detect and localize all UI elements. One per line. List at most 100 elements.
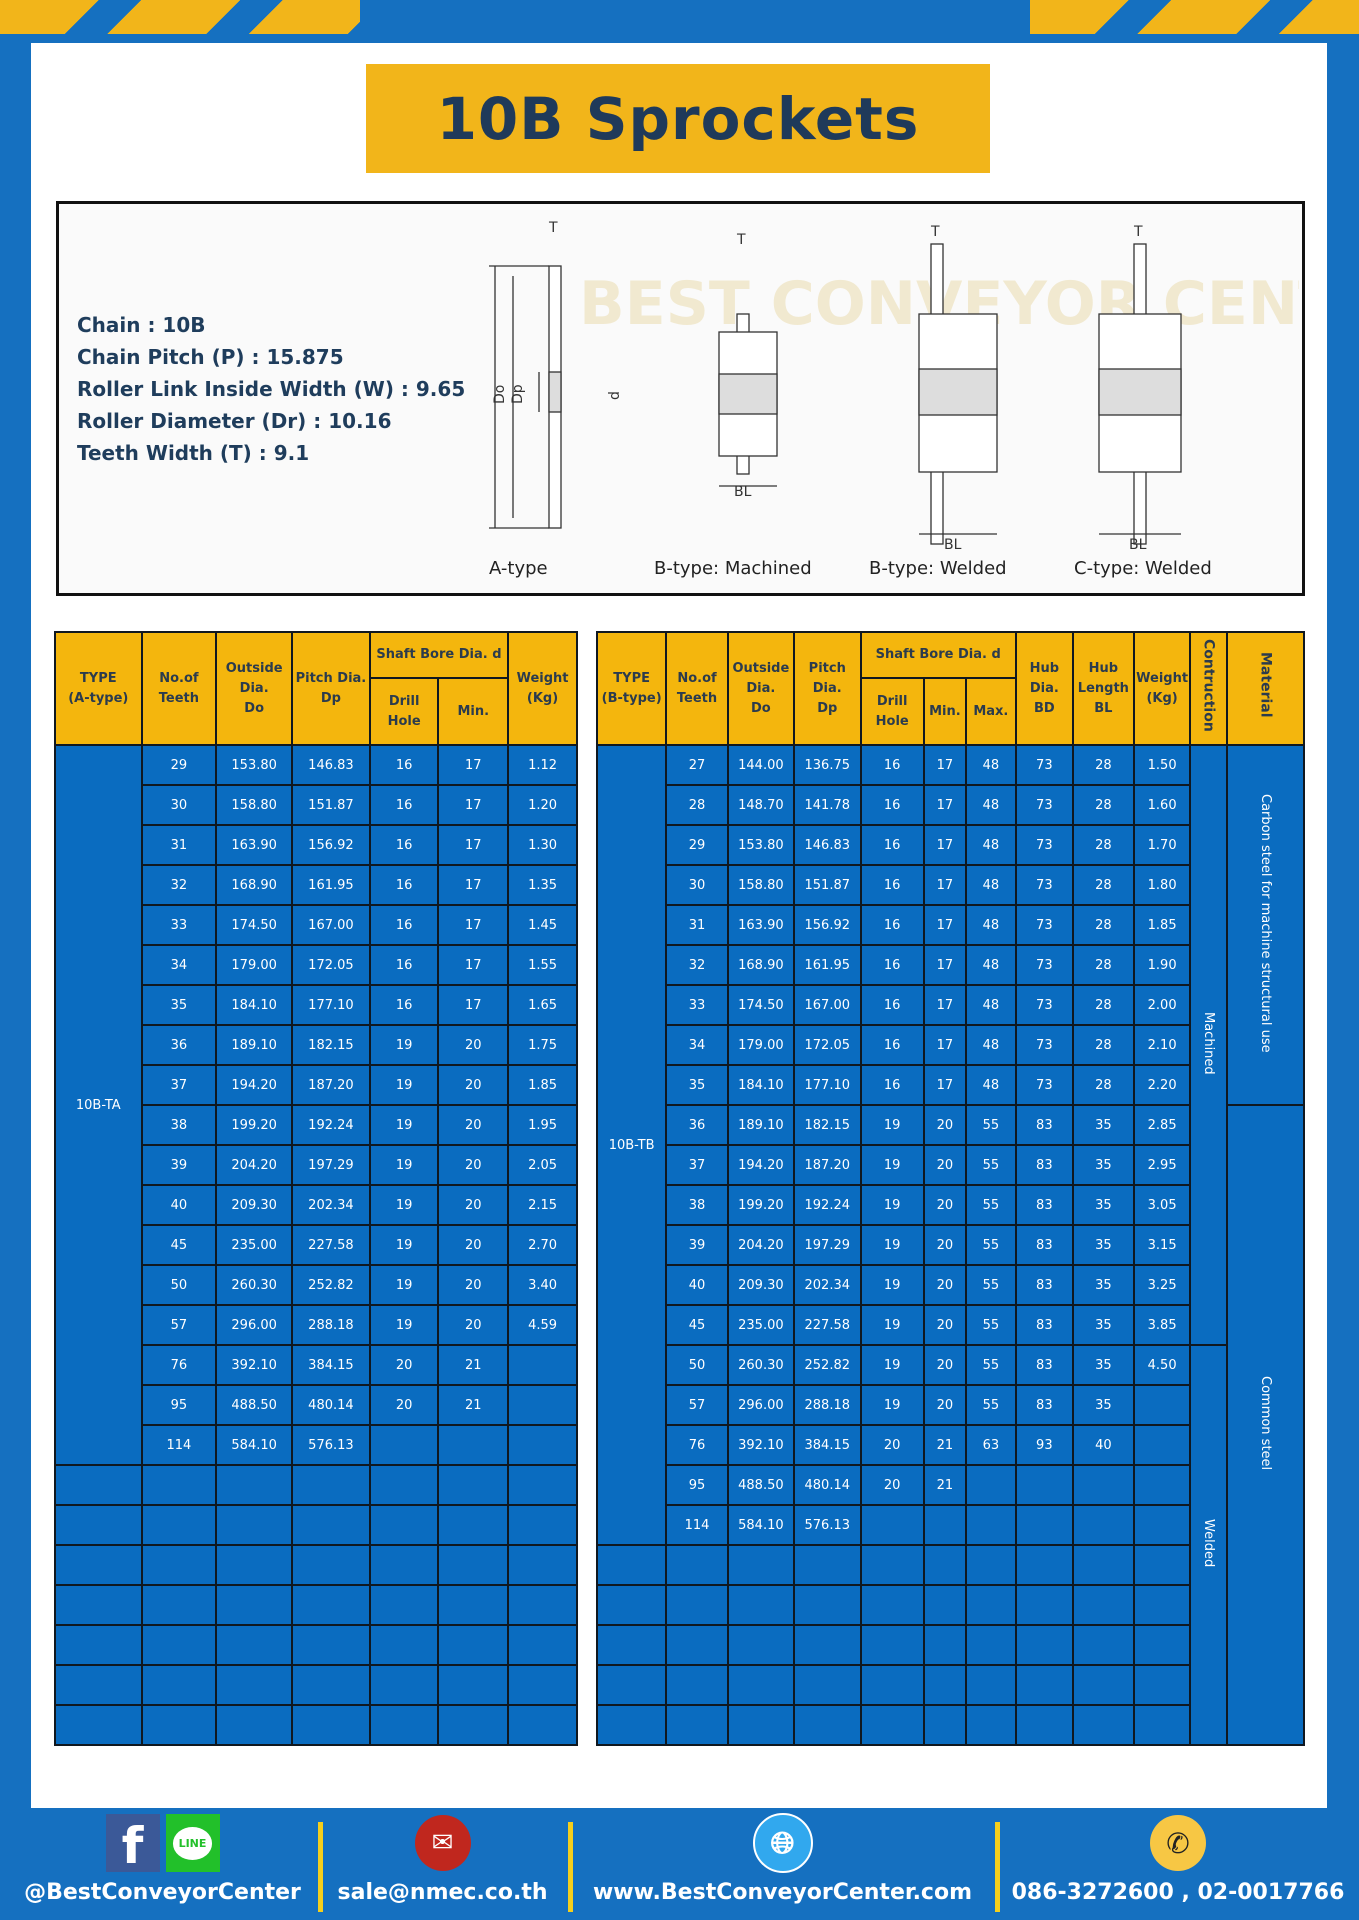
table-row: 57 296.00 288.18 19 20 55 83 35 (597, 1384, 1304, 1426)
line-icon[interactable]: LINE (165, 1814, 220, 1872)
min-bore-cell: 20 (922, 1224, 967, 1266)
email-address[interactable]: sale@nmec.co.th (337, 1880, 548, 1905)
max-bore-cell: 55 (964, 1224, 1017, 1266)
table-row (595, 1584, 1304, 1626)
hub-length-cell (1071, 1624, 1135, 1666)
drill-hole-cell: 16 (859, 984, 925, 1026)
header-line: Dp (320, 690, 341, 706)
type-cell (54, 1704, 143, 1746)
outside-dia-cell (215, 1464, 294, 1506)
table-row (54, 1664, 578, 1706)
min-bore-cell: 20 (437, 1064, 510, 1106)
outside-dia-cell: 194.20 (726, 1144, 796, 1186)
min-bore-cell (922, 1624, 967, 1666)
weight-cell (1132, 1584, 1192, 1626)
hub-length-cell (1071, 1544, 1135, 1586)
drill-hole-cell: 16 (368, 824, 440, 866)
pitch-dia-cell: 252.82 (291, 1264, 371, 1306)
a-type-drawing: T (489, 220, 562, 529)
weight-cell: 1.80 (1132, 864, 1192, 906)
phone-icon[interactable]: ✆ (1150, 1815, 1206, 1871)
pitch-dia-cell (291, 1584, 371, 1626)
drill-hole-cell (368, 1664, 440, 1706)
teeth-cell: 32 (140, 864, 218, 906)
hub-dia-cell: 83 (1014, 1224, 1074, 1266)
header-hub-length: Hub Length BL (1071, 631, 1135, 746)
facebook-icon[interactable]: f (105, 1814, 160, 1875)
phone-numbers[interactable]: 086-3272600 , 02-0017766 (1011, 1880, 1345, 1905)
weight-cell: 2.70 (507, 1224, 578, 1266)
table-row: 39 204.20 197.29 19 20 55 83 35 3.15 (597, 1224, 1304, 1266)
teeth-cell (140, 1624, 218, 1666)
header-line: Dia. (239, 680, 269, 696)
pitch-dia-cell (291, 1504, 371, 1546)
hub-dia-cell (1014, 1704, 1074, 1746)
website-url[interactable]: www.BestConveyorCenter.com (592, 1880, 973, 1905)
pitch-dia-cell: 227.58 (793, 1304, 862, 1346)
teeth-cell: 30 (140, 784, 218, 826)
min-bore-cell: 17 (922, 1064, 967, 1106)
header-line: Min. (457, 703, 490, 719)
weight-cell (507, 1384, 578, 1426)
table-row: 37 194.20 187.20 19 20 1.85 (55, 1064, 578, 1106)
social-handle[interactable]: @BestConveyorCenter (24, 1880, 301, 1905)
table-row: 34 179.00 172.05 16 17 1.55 (55, 944, 578, 986)
hub-length-cell: 35 (1071, 1344, 1135, 1386)
drill-hole-cell: 20 (368, 1384, 440, 1426)
pitch-dia-cell: 202.34 (291, 1184, 371, 1226)
outside-dia-cell: 153.80 (726, 824, 796, 866)
table-row: 39 204.20 197.29 19 20 2.05 (55, 1144, 578, 1186)
teeth-cell (665, 1584, 729, 1626)
teeth-cell (140, 1664, 218, 1706)
outside-dia-cell: 235.00 (215, 1224, 294, 1266)
teeth-cell: 39 (140, 1144, 218, 1186)
table-row: 114 584.10 576.13 (597, 1504, 1304, 1546)
header-line: Weight (1136, 670, 1189, 686)
min-bore-cell: 20 (437, 1144, 510, 1186)
min-bore-cell: 20 (437, 1264, 510, 1306)
weight-cell (507, 1584, 578, 1626)
drill-hole-cell (368, 1504, 440, 1546)
header-shaft-bore: Shaft Bore Dia. d (368, 631, 510, 679)
drill-hole-cell: 19 (368, 1104, 440, 1146)
globe-icon[interactable]: 🌐︎ (752, 1813, 813, 1873)
footer-website[interactable]: 🌐︎ www.BestConveyorCenter.com (580, 1812, 985, 1905)
hub-dia-cell: 83 (1014, 1304, 1074, 1346)
min-bore-cell (437, 1544, 510, 1586)
hub-dia-cell: 73 (1014, 1024, 1074, 1066)
teeth-cell: 50 (140, 1264, 218, 1306)
min-bore-cell: 20 (922, 1344, 967, 1386)
header-line: BD (1033, 700, 1055, 716)
table-row (54, 1544, 578, 1586)
header-line: Pitch Dia. (808, 660, 846, 696)
footer-social[interactable]: f LINE @BestConveyorCenter (20, 1812, 305, 1905)
pitch-dia-cell: 146.83 (793, 824, 862, 866)
footer-email[interactable]: ✉ sale@nmec.co.th (330, 1812, 555, 1905)
outside-dia-cell: 260.30 (215, 1264, 294, 1306)
top-stripes-right (1030, 0, 1359, 34)
min-bore-cell (922, 1584, 967, 1626)
pitch-dia-cell (793, 1544, 862, 1586)
table-row: 36 189.10 182.15 19 20 1.75 (55, 1024, 578, 1066)
hub-dia-cell: 83 (1014, 1144, 1074, 1186)
weight-cell: 2.20 (1132, 1064, 1192, 1106)
drill-hole-cell: 16 (859, 784, 925, 826)
hub-length-cell (1071, 1664, 1135, 1706)
outside-dia-cell (215, 1704, 294, 1746)
hub-dia-cell: 83 (1014, 1264, 1074, 1306)
drill-hole-cell: 19 (859, 1384, 925, 1426)
email-icon[interactable]: ✉ (414, 1815, 471, 1871)
header-line: Teeth (158, 690, 200, 706)
weight-cell: 1.60 (1132, 784, 1192, 826)
weight-cell: 2.05 (507, 1144, 578, 1186)
outside-dia-cell: 296.00 (215, 1304, 294, 1346)
header-outside-dia: Outside Dia. Do (726, 631, 796, 746)
header-line: Pitch Dia. (295, 670, 367, 686)
footer-phone[interactable]: ✆ 086-3272600 , 02-0017766 (1008, 1812, 1348, 1905)
svg-text:BL: BL (1129, 537, 1147, 553)
drill-hole-cell (368, 1464, 440, 1506)
drill-hole-cell: 19 (859, 1264, 925, 1306)
outside-dia-cell: 235.00 (726, 1304, 796, 1346)
drill-hole-cell (368, 1624, 440, 1666)
pitch-dia-cell: 177.10 (793, 1064, 862, 1106)
